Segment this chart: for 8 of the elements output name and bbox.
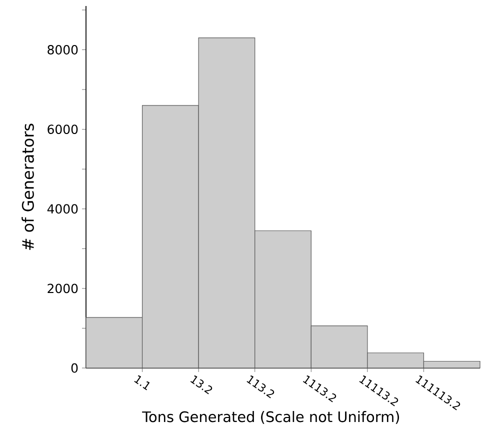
y-axis-title: # of Generators: [22, 124, 34, 250]
y-tick-label: 2000: [48, 284, 78, 294]
y-tick-label: 6000: [48, 124, 78, 134]
text: 1.1: [134, 375, 150, 390]
y-tick-label: 8000: [48, 45, 78, 54]
y-tick-label: 0: [71, 363, 78, 373]
x-axis-title: Tons Generated (Scale not Uniform): [142, 411, 400, 424]
y-tick-label: 4000: [47, 204, 78, 214]
